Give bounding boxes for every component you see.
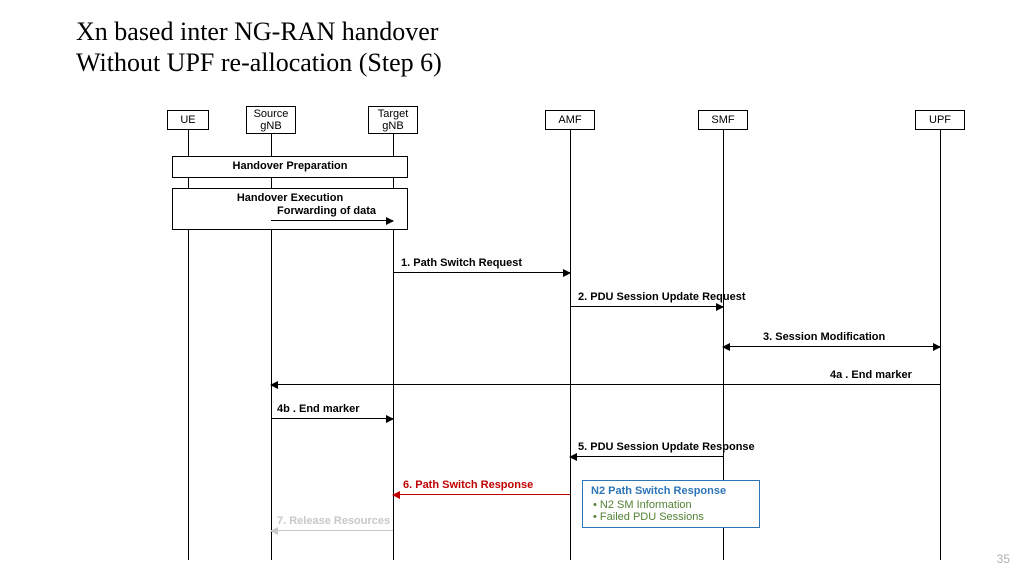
- message-arrow-m5: [570, 456, 723, 457]
- message-label-m2: 2. PDU Session Update Request: [578, 291, 746, 303]
- message-label-m4b: 4b . End marker: [277, 403, 360, 415]
- note-item: N2 SM Information: [593, 499, 751, 511]
- message-label-m3: 3. Session Modification: [763, 331, 885, 343]
- participant-ue: UE: [167, 110, 209, 130]
- message-arrow-m1: [393, 272, 570, 273]
- note-title: N2 Path Switch Response: [591, 485, 751, 497]
- frame-label-prep: Handover Preparation: [172, 160, 408, 172]
- message-label-m5: 5. PDU Session Update Response: [578, 441, 755, 453]
- message-label-fwd: Forwarding of data: [277, 205, 376, 217]
- message-arrow-m2: [570, 306, 723, 307]
- title-line-1: Xn based inter NG-RAN handover: [76, 16, 442, 47]
- message-arrow-m4a: [271, 384, 940, 385]
- note-path-switch-response: N2 Path Switch Response N2 SM Informatio…: [582, 480, 760, 528]
- participant-smf: SMF: [698, 110, 748, 130]
- message-arrow-fwd: [271, 220, 393, 221]
- frame-label-exec: Handover Execution: [172, 192, 408, 204]
- message-arrow-m3: [723, 346, 940, 347]
- slide-title: Xn based inter NG-RAN handover Without U…: [76, 16, 442, 78]
- message-arrow-m7: [271, 530, 393, 531]
- message-arrow-m6: [393, 494, 570, 495]
- lifeline-amf: [570, 130, 571, 560]
- message-arrow-m4b: [271, 418, 393, 419]
- note-item: Failed PDU Sessions: [593, 511, 751, 523]
- page-number: 35: [997, 552, 1010, 566]
- participant-tgt_gnb: TargetgNB: [368, 106, 418, 134]
- message-label-m4a: 4a . End marker: [830, 369, 912, 381]
- note-list: N2 SM Information Failed PDU Sessions: [591, 499, 751, 523]
- participant-src_gnb: SourcegNB: [246, 106, 296, 134]
- message-label-m1: 1. Path Switch Request: [401, 257, 522, 269]
- participant-amf: AMF: [545, 110, 595, 130]
- title-line-2: Without UPF re-allocation (Step 6): [76, 47, 442, 78]
- participant-upf: UPF: [915, 110, 965, 130]
- message-label-m6: 6. Path Switch Response: [403, 479, 533, 491]
- message-label-m7: 7. Release Resources: [277, 515, 390, 527]
